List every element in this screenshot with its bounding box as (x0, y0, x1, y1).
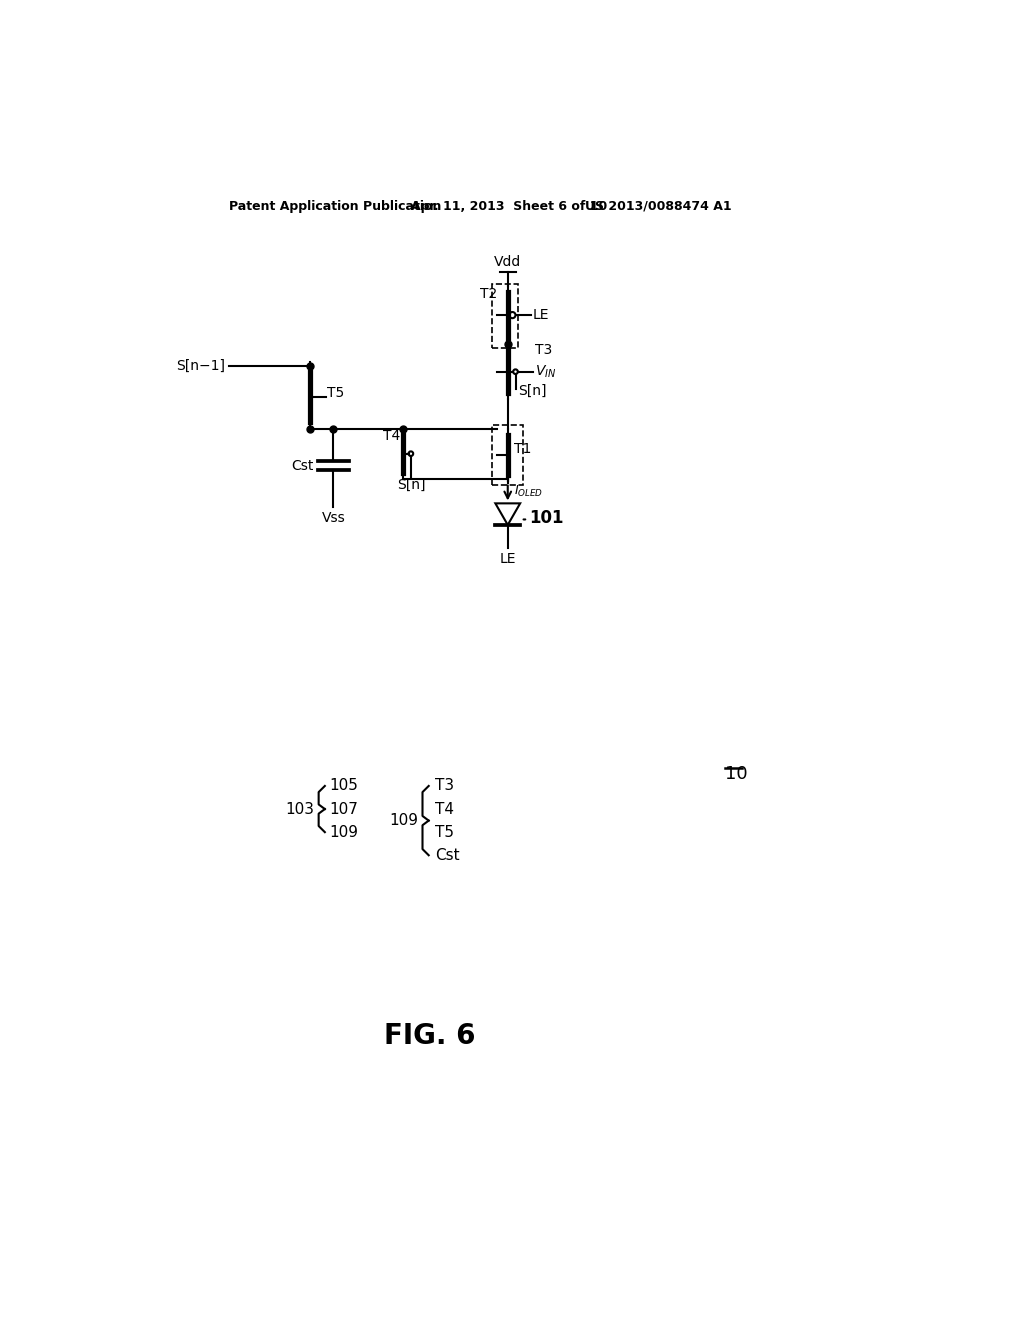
Text: T2: T2 (479, 286, 497, 301)
Text: 101: 101 (529, 510, 564, 528)
Text: 109: 109 (389, 813, 419, 828)
Text: Cst: Cst (435, 847, 460, 863)
Text: FIG. 6: FIG. 6 (384, 1022, 476, 1051)
Text: T1: T1 (514, 442, 531, 455)
Text: T5: T5 (328, 387, 344, 400)
Text: 109: 109 (330, 825, 358, 840)
Text: Apr. 11, 2013  Sheet 6 of 10: Apr. 11, 2013 Sheet 6 of 10 (411, 199, 607, 213)
Text: Vss: Vss (322, 511, 345, 525)
Text: LE: LE (500, 552, 516, 566)
Text: T4: T4 (435, 801, 454, 817)
Text: T3: T3 (535, 343, 552, 358)
Text: S[n]: S[n] (396, 478, 425, 491)
Text: 103: 103 (286, 801, 314, 817)
Text: Patent Application Publication: Patent Application Publication (228, 199, 441, 213)
Text: LE: LE (532, 308, 549, 322)
Text: S[n]: S[n] (518, 384, 547, 397)
Text: 107: 107 (330, 801, 358, 817)
Text: S[n−1]: S[n−1] (176, 359, 225, 374)
Text: Vdd: Vdd (495, 255, 521, 268)
Text: US 2013/0088474 A1: US 2013/0088474 A1 (586, 199, 732, 213)
Text: Cst: Cst (291, 458, 313, 473)
Bar (493, 284, 518, 348)
Text: 10: 10 (725, 766, 748, 783)
Text: $V_{IN}$: $V_{IN}$ (535, 363, 556, 380)
Text: T5: T5 (435, 825, 454, 840)
Bar (493, 425, 523, 484)
Text: T3: T3 (435, 779, 454, 793)
Text: $I_{OLED}$: $I_{OLED}$ (514, 483, 544, 499)
Text: 105: 105 (330, 779, 358, 793)
Text: T4: T4 (383, 429, 400, 444)
